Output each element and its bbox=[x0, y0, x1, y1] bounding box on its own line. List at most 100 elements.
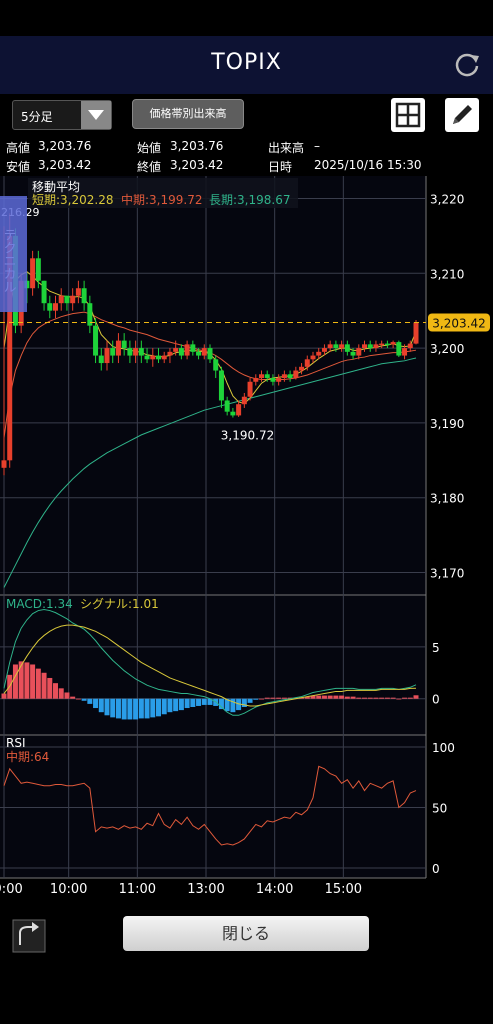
technical-tab[interactable] bbox=[0, 196, 27, 312]
candle-body bbox=[373, 344, 379, 349]
candle-body bbox=[30, 258, 36, 289]
candle-body bbox=[362, 344, 367, 349]
macd-histogram-bar bbox=[190, 698, 196, 707]
candle-body bbox=[144, 355, 150, 360]
macd-histogram-bar bbox=[58, 688, 64, 699]
title-bar: TOPIX bbox=[0, 36, 493, 94]
rsi-mid-legend: 中期:64 bbox=[6, 749, 49, 764]
macd-histogram-bar bbox=[247, 698, 253, 703]
back-icon[interactable] bbox=[12, 919, 46, 953]
current-price-tag bbox=[428, 313, 490, 332]
macd-histogram-bar bbox=[196, 698, 202, 706]
macd-histogram-bar bbox=[270, 697, 276, 699]
close-button[interactable]: 閉じる bbox=[123, 916, 369, 951]
candle-body bbox=[299, 366, 305, 371]
macd-histogram-bar bbox=[321, 695, 327, 699]
candle-body bbox=[281, 374, 287, 379]
chevron-down-icon bbox=[81, 101, 111, 129]
macd-histogram-bar bbox=[115, 698, 121, 719]
macd-histogram-bar bbox=[161, 698, 167, 715]
candle-body bbox=[241, 396, 247, 405]
candle-body bbox=[167, 351, 173, 356]
candle-body bbox=[413, 322, 419, 344]
macd-histogram-bar bbox=[299, 697, 305, 699]
macd-histogram-bar bbox=[362, 697, 367, 699]
candle-body bbox=[270, 378, 276, 382]
candle-body bbox=[75, 288, 81, 296]
chart-area[interactable]: 09:00 10:00 11:00 13:00 14:00 15:00 3,170 3,180… bbox=[0, 176, 493, 900]
candle-body bbox=[316, 351, 322, 356]
macd-histogram-bar bbox=[178, 698, 184, 711]
macd-histogram-bar bbox=[35, 668, 41, 699]
candle-body bbox=[253, 378, 259, 382]
macd-histogram-bar bbox=[379, 697, 385, 699]
y-tick-label: 3,170 bbox=[430, 567, 464, 581]
macd-histogram-bar bbox=[333, 695, 339, 699]
macd-histogram-bar bbox=[64, 692, 70, 699]
candle-body bbox=[150, 355, 156, 360]
candle-body bbox=[213, 359, 219, 371]
high-value: 3,203.76 bbox=[38, 139, 92, 153]
y-tick-label: 3,180 bbox=[430, 492, 464, 506]
layout-grid-button[interactable] bbox=[391, 98, 425, 132]
candle-body bbox=[138, 348, 144, 356]
macd-histogram-bar bbox=[1, 693, 7, 699]
candle-body bbox=[310, 355, 316, 360]
macd-histogram-bar bbox=[253, 698, 259, 700]
x-tick-label: 11:00 bbox=[119, 882, 156, 897]
macd-histogram-bar bbox=[373, 697, 379, 699]
close-value: 3,203.42 bbox=[170, 158, 224, 172]
ma-legend-long: 長期:3,198.67 bbox=[209, 193, 290, 207]
x-tick-label: 13:00 bbox=[187, 882, 224, 897]
candle-body bbox=[390, 342, 396, 345]
macd-histogram-bar bbox=[281, 697, 287, 699]
period-select[interactable]: 5分足 bbox=[12, 100, 112, 130]
macd-histogram-bar bbox=[287, 697, 293, 699]
x-tick-label: 10:00 bbox=[50, 882, 87, 897]
draw-button[interactable] bbox=[445, 98, 479, 132]
x-tick-label: 15:00 bbox=[325, 882, 362, 897]
ma-legend-bg bbox=[28, 178, 298, 208]
macd-histogram-bar bbox=[218, 698, 224, 710]
refresh-icon[interactable] bbox=[453, 51, 481, 79]
macd-histogram-bar bbox=[70, 696, 76, 699]
macd-histogram-bar bbox=[264, 697, 270, 699]
candle-body bbox=[230, 411, 236, 416]
ma-legend-short: 短期:3,202.28 bbox=[32, 193, 113, 207]
low-annotation: 3,190.72 bbox=[221, 429, 274, 443]
volume-profile-button[interactable]: 価格帯別出来高 bbox=[132, 99, 244, 129]
candle-body bbox=[64, 295, 70, 304]
candle-body bbox=[41, 280, 47, 304]
plot-background bbox=[0, 176, 426, 878]
macd-histogram-bar bbox=[104, 698, 110, 716]
rsi-tick-label: 100 bbox=[432, 741, 455, 755]
open-value: 3,203.76 bbox=[170, 139, 224, 153]
candle-body bbox=[276, 378, 282, 382]
grid-icon bbox=[395, 102, 421, 128]
ma-long-line bbox=[3, 357, 417, 588]
candle-body bbox=[161, 355, 167, 360]
candle-body bbox=[58, 295, 64, 304]
candle-body bbox=[293, 370, 299, 379]
candle-body bbox=[287, 374, 293, 379]
candle-body bbox=[201, 348, 207, 356]
macd-histogram-bar bbox=[75, 698, 81, 700]
macd-histogram-bar bbox=[304, 696, 310, 699]
macd-histogram-bar bbox=[41, 672, 47, 699]
macd-histogram-bar bbox=[24, 662, 30, 699]
macd-histogram-bar bbox=[396, 698, 402, 700]
y-tick-label: 3,210 bbox=[430, 267, 464, 281]
candle-body bbox=[224, 400, 230, 412]
candle-body bbox=[304, 359, 310, 367]
macd-histogram-bar bbox=[110, 698, 116, 718]
candle-body bbox=[110, 348, 116, 356]
footer: 閉じる bbox=[0, 900, 493, 1024]
rsi-line bbox=[3, 765, 417, 846]
macd-histogram-bar bbox=[18, 661, 24, 699]
candle-body bbox=[121, 340, 127, 349]
macd-tick-label: 0 bbox=[432, 693, 440, 707]
macd-histogram-bar bbox=[367, 697, 373, 699]
pencil-icon bbox=[453, 105, 472, 124]
volume-value: – bbox=[314, 139, 320, 153]
macd-histogram-bar bbox=[310, 695, 316, 699]
